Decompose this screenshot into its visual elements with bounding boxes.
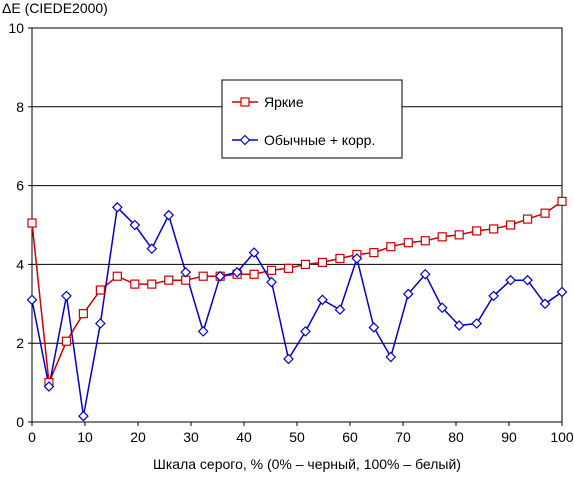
data-point xyxy=(231,266,243,278)
x-axis-label: Шкала серого, % (0% – черный, 100% – бел… xyxy=(153,456,461,472)
data-point xyxy=(368,322,380,333)
x-tick-label: 50 xyxy=(289,429,305,445)
data-point xyxy=(437,232,447,242)
x-tick-label: 60 xyxy=(342,429,358,445)
data-point xyxy=(471,318,483,329)
data-point xyxy=(317,257,328,268)
data-point xyxy=(472,226,482,236)
data-point xyxy=(488,290,499,302)
data-point xyxy=(453,320,465,331)
data-point xyxy=(214,270,226,282)
legend xyxy=(221,79,403,159)
data-point xyxy=(403,238,413,248)
x-tick-label: 90 xyxy=(501,429,517,445)
data-point xyxy=(489,224,499,234)
data-point xyxy=(43,381,55,392)
data-point xyxy=(198,271,208,281)
x-tick-label: 10 xyxy=(77,429,93,445)
data-point xyxy=(556,286,568,298)
legend-label: Яркие xyxy=(264,94,304,110)
data-point xyxy=(266,265,277,275)
data-point xyxy=(300,326,311,337)
y-tick-label: 8 xyxy=(16,99,24,115)
data-point xyxy=(266,276,277,288)
data-point xyxy=(180,266,192,278)
data-point xyxy=(557,196,567,206)
data-point xyxy=(283,353,294,365)
data-point xyxy=(164,275,174,285)
data-point xyxy=(26,294,38,306)
x-tick-label: 20 xyxy=(130,429,146,445)
data-point xyxy=(112,271,122,281)
data-point xyxy=(540,208,550,218)
data-point xyxy=(454,230,464,240)
data-point xyxy=(419,268,431,280)
data-point xyxy=(78,410,89,422)
x-tick-label: 0 xyxy=(28,429,36,445)
data-point xyxy=(369,247,379,258)
data-point xyxy=(197,326,209,337)
data-point xyxy=(436,302,448,314)
x-tick-label: 80 xyxy=(448,429,464,445)
legend-marker xyxy=(239,134,251,146)
data-point xyxy=(539,298,551,310)
data-point xyxy=(505,274,516,286)
data-point xyxy=(300,259,311,269)
x-tick-label: 30 xyxy=(183,429,199,445)
data-point xyxy=(402,288,414,300)
y-tick-label: 6 xyxy=(16,178,24,194)
data-point xyxy=(147,279,157,289)
data-point xyxy=(95,285,105,295)
data-point xyxy=(351,253,363,264)
y-tick-label: 2 xyxy=(16,335,24,351)
data-point xyxy=(522,214,533,224)
x-tick-label: 40 xyxy=(236,429,252,445)
y-axis-label: ΔE (CIEDE2000) xyxy=(2,0,108,16)
x-tick-label: 70 xyxy=(395,429,411,445)
data-point xyxy=(420,236,430,246)
data-point xyxy=(61,290,72,302)
y-tick-label: 10 xyxy=(8,20,24,36)
data-point xyxy=(129,219,141,231)
y-tick-label: 0 xyxy=(16,414,24,430)
data-point xyxy=(61,336,72,346)
data-point xyxy=(505,220,516,230)
legend-label: Обычные + корр. xyxy=(264,132,375,148)
data-point xyxy=(78,309,89,319)
data-point xyxy=(111,201,123,213)
data-point xyxy=(385,351,397,363)
data-point xyxy=(95,318,106,329)
data-point xyxy=(317,294,328,306)
data-point xyxy=(130,279,140,289)
data-point xyxy=(334,304,346,316)
data-point xyxy=(146,243,158,254)
y-tick-label: 4 xyxy=(16,256,24,272)
data-point xyxy=(249,269,259,279)
data-point xyxy=(386,242,396,252)
x-tick-label: 100 xyxy=(550,429,574,445)
data-point xyxy=(27,218,37,228)
legend-marker xyxy=(240,97,250,107)
data-point xyxy=(522,274,533,286)
data-point xyxy=(248,247,260,258)
data-point xyxy=(335,253,345,264)
data-point xyxy=(283,263,294,273)
data-point xyxy=(163,209,175,221)
